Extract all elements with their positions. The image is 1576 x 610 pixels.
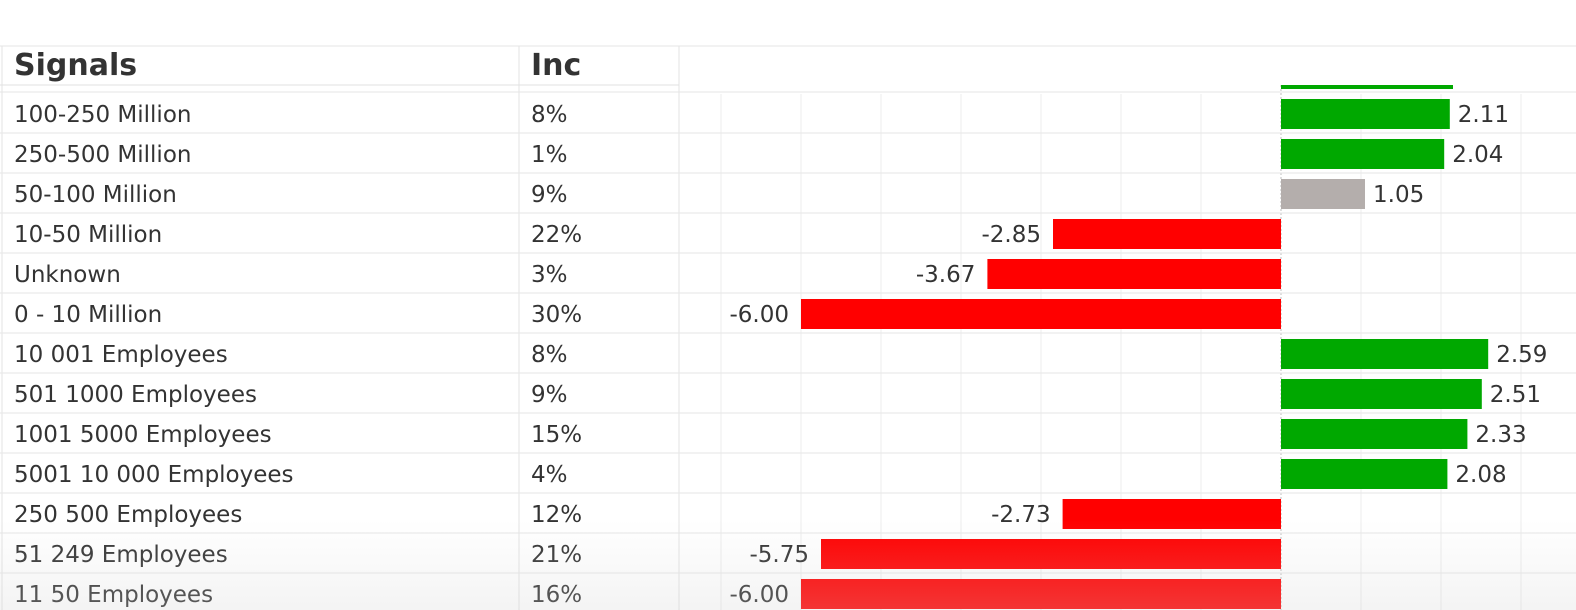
signal-label[interactable]: Unknown [14, 262, 121, 288]
signal-label[interactable]: 50-100 Million [14, 182, 177, 208]
inc-value: 9% [531, 182, 568, 208]
bar-value-label: 2.51 [1490, 382, 1541, 408]
bar-value-label: 1.05 [1373, 182, 1424, 208]
bar-value-label: 2.11 [1458, 102, 1509, 128]
signal-label[interactable]: 11 50 Employees [14, 582, 213, 608]
bar-value-label: 2.04 [1452, 142, 1503, 168]
bar-value-label: -3.67 [916, 262, 976, 288]
inc-value: 9% [531, 382, 568, 408]
inc-value: 3% [531, 262, 568, 288]
bar-value-label: 2.59 [1496, 342, 1547, 368]
bar[interactable] [1281, 139, 1445, 169]
bar-value-label: -5.75 [749, 542, 809, 568]
inc-value: 16% [531, 582, 582, 608]
bar-value-label: -2.85 [981, 222, 1041, 248]
bar[interactable] [1281, 99, 1450, 129]
inc-value: 21% [531, 542, 582, 568]
inc-value: 8% [531, 102, 568, 128]
bar[interactable] [821, 539, 1281, 569]
signal-label[interactable]: 100-250 Million [14, 102, 191, 128]
inc-value: 4% [531, 462, 568, 488]
bar[interactable] [1281, 339, 1489, 369]
inc-value: 15% [531, 422, 582, 448]
inc-value: 22% [531, 222, 582, 248]
signal-label[interactable]: 5001 10 000 Employees [14, 462, 294, 488]
bar[interactable] [1053, 219, 1281, 249]
signal-label[interactable]: 1001 5000 Employees [14, 422, 272, 448]
bar[interactable] [1281, 459, 1448, 489]
signal-label[interactable]: 250 500 Employees [14, 502, 242, 528]
bar[interactable] [1062, 499, 1281, 529]
signal-label[interactable]: 250-500 Million [14, 142, 191, 168]
bar[interactable] [987, 259, 1281, 289]
bar-value-label: 2.33 [1475, 422, 1526, 448]
bar-value-label: -6.00 [729, 302, 789, 328]
inc-value: 30% [531, 302, 582, 328]
signal-label[interactable]: 10-50 Million [14, 222, 162, 248]
header-inc[interactable]: Inc [531, 48, 581, 83]
bar-value-label: -6.00 [729, 582, 789, 608]
table-rows: 100-250 Million 8% 250-500 Million 1% 50-100… [0, 102, 1576, 608]
inc-value: 12% [531, 502, 582, 528]
signal-label[interactable]: 0 - 10 Million [14, 302, 162, 328]
inc-value: 1% [531, 142, 568, 168]
partial-bar [1281, 85, 1453, 89]
bar-value-label: 2.08 [1455, 462, 1506, 488]
bar-value-label: -2.73 [991, 502, 1051, 528]
inc-value: 8% [531, 342, 568, 368]
bar[interactable] [801, 579, 1281, 609]
bars: 2.11 2.04 1.05 -2.85-3.67 -6.00 2.59 2.51 2.33 2… [729, 85, 1547, 609]
table-frame [0, 45, 1576, 610]
signal-label[interactable]: 10 001 Employees [14, 342, 228, 368]
bar[interactable] [801, 299, 1281, 329]
signal-label[interactable]: 51 249 Employees [14, 542, 228, 568]
bar[interactable] [1281, 419, 1468, 449]
bar[interactable] [1281, 379, 1482, 409]
signal-label[interactable]: 501 1000 Employees [14, 382, 257, 408]
header-signals[interactable]: Signals [14, 48, 137, 83]
bar[interactable] [1281, 179, 1365, 209]
